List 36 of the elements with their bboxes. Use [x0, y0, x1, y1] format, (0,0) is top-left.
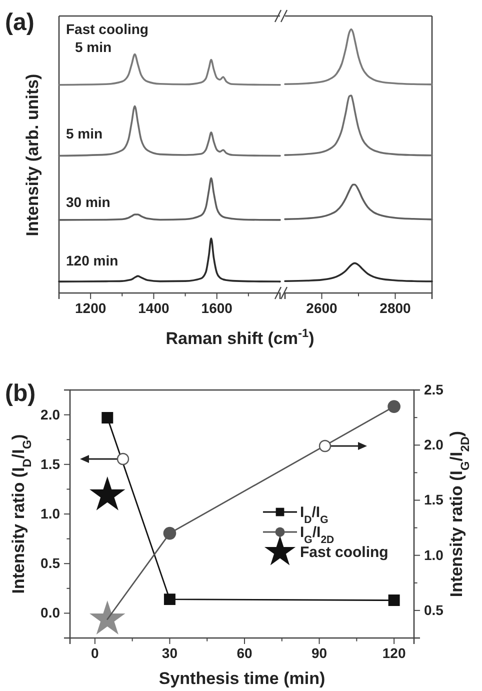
point	[102, 412, 114, 424]
x-tick-label: 60	[236, 644, 252, 661]
point	[388, 400, 400, 413]
x-tick-label: 1600	[201, 300, 233, 316]
x-tick-label: 30	[162, 644, 178, 661]
x-tick-label: 1200	[74, 300, 106, 316]
x-axis-title: Raman shift (cm$^{-1}$)	[166, 326, 314, 348]
x-tick-label: 2600	[306, 300, 338, 316]
series-label: 5 min	[66, 126, 103, 142]
legend-label: Fast cooling	[300, 544, 388, 561]
x-tick-label: 0	[91, 644, 100, 661]
point	[90, 602, 124, 634]
point	[388, 594, 400, 606]
y-tick-label: 2.0	[40, 406, 60, 422]
y2-tick-label: 2.5	[424, 381, 444, 398]
x-axis-title: Synthesis time (min)	[158, 669, 326, 688]
y-tick-label: 1.0	[40, 505, 60, 522]
x-tick-label: 1400	[138, 300, 170, 316]
x-tick-label: 2800	[380, 300, 412, 316]
legend-label: I$_{G}$/I$_{2D}$	[300, 524, 335, 546]
x-tick-label: 120	[382, 644, 406, 661]
y2-tick-label: 1.5	[424, 492, 444, 508]
legend-label: I$_{D}$/I$_{G}$	[300, 504, 328, 526]
y2-tick-label: 2.0	[424, 436, 444, 453]
y-tick-label: 0.5	[40, 555, 60, 572]
series-label: Fast cooling 5 min	[66, 20, 148, 55]
chart-title: (a)	[5, 9, 34, 36]
y2-tick-label: 1.0	[424, 546, 444, 563]
series-label: 30 min	[66, 194, 110, 210]
y-tick-label: 1.5	[40, 456, 60, 472]
chart-title: (b)	[5, 380, 36, 407]
y2-tick-label: 0.5	[424, 602, 444, 618]
series-label: 120 min	[66, 252, 118, 269]
y-axis-title: Intensity (arb. units)	[23, 74, 42, 236]
y-tick-label: 0.0	[40, 604, 60, 621]
x-tick-label: 90	[311, 644, 328, 661]
